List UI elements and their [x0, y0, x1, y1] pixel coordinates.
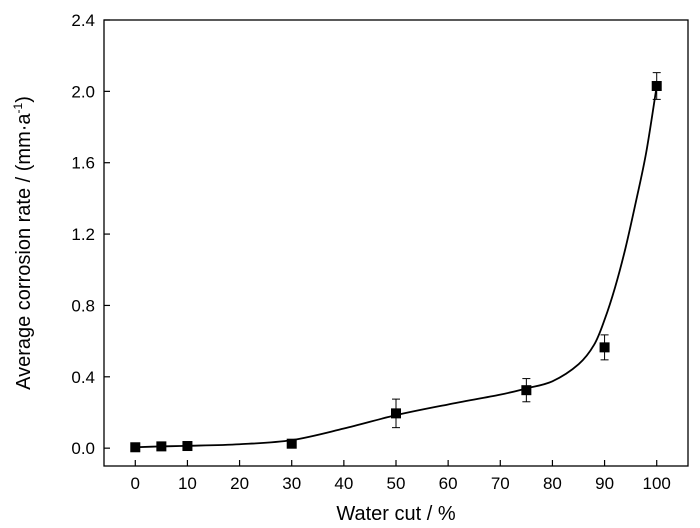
y-tick-label: 0.8 — [71, 296, 95, 315]
data-point — [521, 385, 532, 396]
y-tick-label: 1.2 — [71, 225, 95, 244]
data-point — [156, 441, 167, 452]
data-points-group — [130, 72, 662, 453]
x-tick-label: 50 — [387, 474, 406, 493]
x-tick-label: 20 — [230, 474, 249, 493]
y-axis-title-superscript: -1 — [11, 102, 25, 113]
x-tick-label: 60 — [439, 474, 458, 493]
y-axis-title-main: Average corrosion rate / (mm·a — [13, 113, 35, 390]
x-axis-title: Water cut / % — [336, 503, 456, 525]
x-tick-label: 100 — [643, 474, 671, 493]
x-tick-label: 70 — [491, 474, 510, 493]
x-tick-label: 40 — [334, 474, 353, 493]
x-tick-label: 0 — [131, 474, 140, 493]
data-point — [286, 438, 297, 449]
data-point — [599, 342, 610, 353]
y-tick-label: 0.0 — [71, 439, 95, 458]
data-point — [651, 81, 662, 92]
y-tick-label: 2.4 — [71, 11, 95, 30]
x-tick-label: 90 — [595, 474, 614, 493]
fit-curve-group — [135, 85, 658, 449]
x-axis-ticks: 0 10 20 30 40 50 60 70 80 90 100 — [131, 460, 671, 493]
data-point — [182, 441, 193, 452]
y-axis-title-close: ) — [13, 96, 35, 103]
y-tick-label: 1.6 — [71, 154, 95, 173]
x-tick-label: 10 — [178, 474, 197, 493]
y-axis-title: Average corrosion rate / (mm·a-1) — [11, 96, 35, 390]
data-point — [391, 408, 401, 419]
data-point — [130, 442, 141, 453]
fit-curve — [135, 85, 658, 449]
x-tick-label: 80 — [543, 474, 562, 493]
y-tick-label: 2.0 — [71, 82, 95, 101]
y-tick-label: 0.4 — [71, 368, 95, 387]
x-tick-label: 30 — [282, 474, 301, 493]
y-axis-ticks: 0.0 0.4 0.8 1.2 1.6 2.0 2.4 — [71, 11, 110, 458]
